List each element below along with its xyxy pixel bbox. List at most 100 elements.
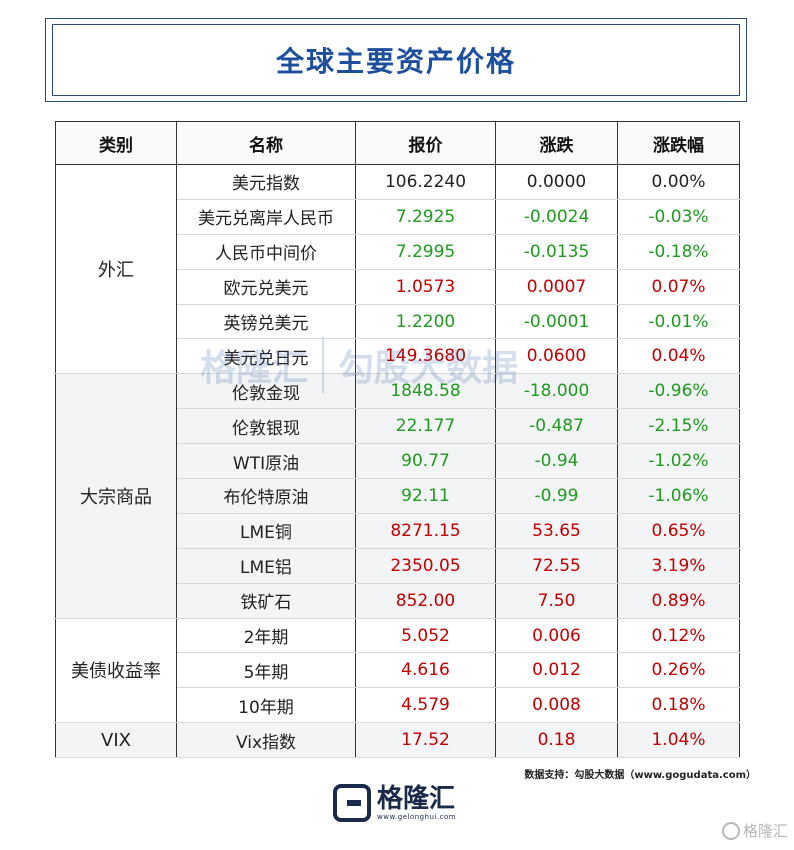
header-category: 类别 — [55, 121, 177, 165]
category-cell: 美债收益率 — [55, 617, 177, 724]
price-cell: 852.00 — [355, 582, 496, 619]
price-cell: 90.77 — [355, 443, 496, 480]
table-row: 人民币中间价 7.2995 -0.0135 -0.18% — [56, 233, 740, 270]
price-cell: 4.616 — [355, 652, 496, 689]
change-cell: -0.99 — [495, 478, 618, 514]
change-pct-cell: 0.12% — [617, 617, 740, 654]
table-row: 外汇 美元指数 106.2240 0.0000 0.00% — [55, 163, 740, 375]
category-cell: VIX — [55, 722, 177, 759]
table-row: 美元兑日元 149.3680 0.0600 0.04% — [56, 338, 740, 375]
asset-price-table: 类别 名称 报价 涨跌 涨跌幅 外汇 美元指数 106.2240 0.0000 0.00… — [55, 121, 740, 759]
corner-watermark: 格隆汇 — [721, 820, 788, 841]
asset-name-cell: Vix指数 — [176, 722, 356, 759]
change-pct-cell: 0.89% — [617, 582, 740, 619]
table-row: VIX Vix指数 17.52 0.18 1.04% — [55, 722, 740, 759]
change-cell: 0.18 — [495, 722, 618, 759]
price-cell: 7.2925 — [355, 198, 496, 235]
table-row: LME铜 8271.15 53.65 0.65% — [56, 512, 740, 549]
table-row: 英镑兑美元 1.2200 -0.0001 -0.01% — [56, 303, 740, 340]
change-cell: 0.0000 — [495, 164, 618, 200]
price-cell: 17.52 — [355, 722, 496, 759]
asset-name-cell: 美元兑离岸人民币 — [176, 198, 356, 235]
change-cell: 0.006 — [495, 617, 618, 654]
asset-name-cell: 美元指数 — [176, 164, 356, 200]
change-cell: 0.012 — [495, 652, 618, 689]
change-pct-cell: 3.19% — [617, 547, 740, 584]
header-price: 报价 — [355, 121, 496, 165]
asset-name-cell: 铁矿石 — [176, 582, 356, 619]
asset-name-cell: 伦敦金现 — [176, 373, 356, 410]
footer-logo-url: www.gelonghui.com — [377, 813, 457, 821]
header-change: 涨跌 — [495, 121, 618, 165]
table-row: 布伦特原油 92.11 -0.99 -1.06% — [56, 478, 740, 514]
gelonghui-logo-icon — [333, 784, 371, 822]
change-cell: -0.0001 — [495, 303, 618, 340]
price-cell: 1.0573 — [355, 268, 496, 305]
change-cell: -0.0135 — [495, 233, 618, 270]
asset-name-cell: 10年期 — [176, 687, 356, 724]
asset-name-cell: LME铝 — [176, 547, 356, 584]
asset-name-cell: 伦敦银现 — [176, 408, 356, 445]
price-cell: 5.052 — [355, 617, 496, 654]
table-header-row: 类别 名称 报价 涨跌 涨跌幅 — [55, 121, 740, 165]
price-cell: 4.579 — [355, 687, 496, 724]
change-cell: -0.94 — [495, 443, 618, 480]
asset-name-cell: WTI原油 — [176, 443, 356, 480]
change-cell: 72.55 — [495, 547, 618, 584]
table-row: WTI原油 90.77 -0.94 -1.02% — [56, 443, 740, 480]
price-cell: 1848.58 — [355, 373, 496, 410]
table-row: 伦敦银现 22.177 -0.487 -2.15% — [56, 408, 740, 445]
asset-name-cell: 欧元兑美元 — [176, 268, 356, 305]
change-cell: 7.50 — [495, 582, 618, 619]
change-pct-cell: -1.02% — [617, 443, 740, 480]
change-pct-cell: 0.07% — [617, 268, 740, 305]
asset-name-cell: 2年期 — [176, 617, 356, 654]
asset-name-cell: LME铜 — [176, 512, 356, 549]
asset-name-cell: 人民币中间价 — [176, 233, 356, 270]
header-pct: 涨跌幅 — [617, 121, 740, 165]
change-cell: 0.0007 — [495, 268, 618, 305]
change-cell: -0.487 — [495, 408, 618, 445]
price-cell: 149.3680 — [355, 338, 496, 375]
change-pct-cell: 0.26% — [617, 652, 740, 689]
table-row: 欧元兑美元 1.0573 0.0007 0.07% — [56, 268, 740, 305]
asset-name-cell: 布伦特原油 — [176, 478, 356, 514]
data-source-note: 数据支持：勾股大数据（www.gogudata.com） — [524, 770, 756, 781]
title-frame: 全球主要资产价格 — [52, 24, 740, 96]
header-name: 名称 — [176, 121, 356, 165]
change-pct-cell: 0.18% — [617, 687, 740, 724]
asset-name-cell: 英镑兑美元 — [176, 303, 356, 340]
corner-watermark-text: 格隆汇 — [742, 822, 788, 840]
change-pct-cell: -0.96% — [617, 373, 740, 410]
change-cell: -0.0024 — [495, 198, 618, 235]
change-cell: 0.008 — [495, 687, 618, 724]
asset-name-cell: 5年期 — [176, 652, 356, 689]
change-pct-cell: 1.04% — [617, 722, 740, 759]
footer-logo-name: 格隆汇 — [377, 784, 456, 814]
price-cell: 7.2995 — [355, 233, 496, 270]
change-pct-cell: 0.04% — [617, 338, 740, 375]
category-cell: 大宗商品 — [55, 373, 177, 619]
change-pct-cell: 0.00% — [617, 164, 740, 200]
change-cell: 53.65 — [495, 512, 618, 549]
price-cell: 8271.15 — [355, 512, 496, 549]
price-cell: 92.11 — [355, 478, 496, 514]
change-pct-cell: -0.01% — [617, 303, 740, 340]
change-pct-cell: -1.06% — [617, 478, 740, 514]
price-cell: 106.2240 — [355, 164, 496, 200]
footer-logo: 格隆汇 www.gelonghui.com — [333, 784, 456, 822]
table-row: 铁矿石 852.00 7.50 0.89% — [56, 582, 740, 619]
change-pct-cell: 0.65% — [617, 512, 740, 549]
price-cell: 1.2200 — [355, 303, 496, 340]
asset-name-cell: 美元兑日元 — [176, 338, 356, 375]
table-row: 美债收益率 2年期 5.052 0.006 0.12% — [55, 617, 740, 724]
page-title: 全球主要资产价格 — [275, 45, 516, 78]
table-row: 10年期 4.579 0.008 0.18% — [56, 687, 740, 724]
table-row: 5年期 4.616 0.012 0.26% — [56, 652, 740, 689]
change-cell: -18.000 — [495, 373, 618, 410]
title-frame-outer — [45, 18, 747, 102]
table-body: 外汇 美元指数 106.2240 0.0000 0.00% 美元兑离岸人民币 7.2925-… — [55, 163, 740, 759]
category-cell: 外汇 — [55, 163, 177, 375]
corner-logo-icon — [721, 821, 740, 840]
change-pct-cell: -0.18% — [617, 233, 740, 270]
